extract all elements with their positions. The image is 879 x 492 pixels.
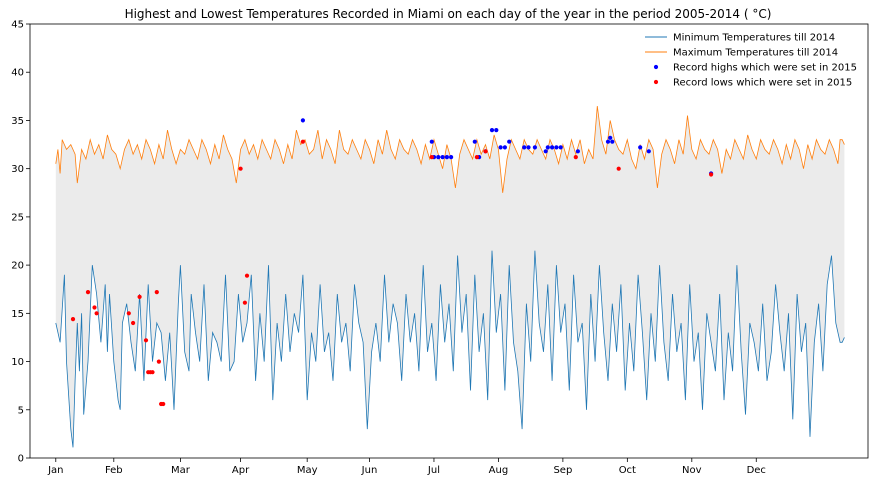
record-low-point [70,317,76,322]
x-tick-label: Feb [105,465,123,476]
record-high-point [605,139,611,144]
record-high-point [502,145,507,150]
x-tick-label: May [297,465,318,476]
record-high-point [543,149,548,154]
legend-swatch [653,64,659,70]
x-tick-label: Aug [489,465,509,476]
record-high-point [444,155,449,160]
chart-title: Highest and Lowest Temperatures Recorded… [125,7,772,21]
record-high-point [532,145,538,150]
x-tick-label: Apr [232,465,250,476]
record-low-point [429,155,434,160]
x-tick-label: Mar [171,465,191,476]
record-high-point [489,128,495,133]
record-low-point [238,166,243,171]
record-high-point [526,145,531,150]
legend: Minimum Temperatures till 2014 Maximum Te… [645,33,857,89]
record-low-point [474,155,479,160]
record-points [70,118,714,407]
legend-label: Record lows which were set in 2015 [673,78,852,89]
record-low-point [709,172,714,177]
record-high-point [545,145,550,150]
record-high-point [610,139,615,144]
record-high-point [558,145,563,150]
record-high-point [300,118,305,123]
record-low-point [150,370,155,375]
plot-frame [29,23,869,459]
axes: 0 5 10 15 20 25 30 35 40 45 Jan Feb Mar Apr May Jun Jul A… [11,20,766,477]
record-low-point [137,294,142,299]
x-tick-label: Nov [682,465,702,476]
record-high-point [608,135,613,140]
record-high-point [494,128,499,133]
record-low-point [154,290,159,295]
record-low-point [300,139,305,144]
y-tick-label: 35 [11,116,24,127]
legend-label: Maximum Temperatures till 2014 [673,48,838,59]
record-low-point [483,149,488,154]
record-high-point [646,149,651,154]
x-tick-label: Oct [619,465,636,476]
record-high-point [449,155,454,160]
x-tick-label: Jan [47,465,63,476]
x-tick-label: Jun [361,465,378,476]
x-tick-label: Dec [747,465,766,476]
record-high-point [472,139,477,144]
y-tick-label: 25 [11,212,24,223]
temperature-range-fill [55,106,845,448]
record-high-point [638,145,643,150]
series-lines [55,105,845,448]
y-tick-label: 30 [11,164,24,175]
record-low-point [126,311,131,316]
record-high-point [429,139,434,144]
record-low-point [244,273,250,278]
max-temperature-line [55,105,845,193]
record-high-point [440,155,445,160]
record-low-point [156,359,161,364]
record-low-point [85,290,91,295]
y-tick-label: 45 [11,20,24,31]
record-high-point [554,145,559,150]
record-low-point [92,305,97,310]
record-low-point [161,401,166,407]
record-high-point [507,139,512,144]
y-tick-label: 5 [18,405,24,416]
legend-swatch [653,79,659,85]
record-high-point [575,149,581,154]
record-high-point [498,145,503,150]
min-temperature-line [55,250,845,448]
y-tick-label: 10 [11,357,24,368]
legend-label: Minimum Temperatures till 2014 [673,33,835,44]
y-tick-label: 20 [11,261,24,272]
range-fill-layer [55,106,845,448]
y-tick-label: 0 [18,454,24,465]
y-tick-label: 15 [11,309,24,320]
record-low-point [242,300,247,305]
legend-label: Record highs which were set in 2015 [673,63,857,74]
record-high-point [550,145,555,150]
record-high-point [436,155,441,160]
record-high-point [522,145,527,150]
x-tick-label: Sep [553,465,572,476]
record-low-point [143,338,149,343]
record-low-point [131,320,136,326]
record-low-point [573,155,578,160]
record-low-point [616,166,621,171]
x-tick-label: Jul [427,465,440,476]
y-tick-label: 40 [11,68,24,79]
record-low-point [94,311,99,316]
